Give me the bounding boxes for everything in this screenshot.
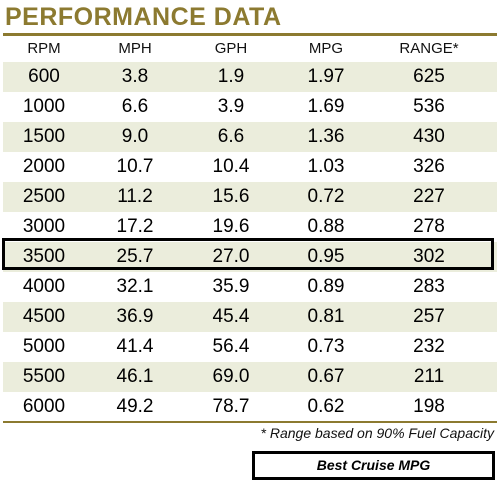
cell-mph: 46.1 bbox=[116, 366, 154, 387]
best-cruise-legend: Best Cruise MPG bbox=[252, 451, 495, 480]
cell-gph: 6.6 bbox=[217, 126, 245, 147]
table-header: RPM MPH GPH MPG RANGE* bbox=[3, 37, 497, 61]
table-row: 5000 41.4 56.4 0.73 232 bbox=[3, 332, 497, 362]
cell-range: 257 bbox=[413, 306, 445, 327]
cell-range: 211 bbox=[413, 366, 445, 387]
cell-mph: 25.7 bbox=[116, 246, 154, 267]
cell-range: 625 bbox=[413, 66, 445, 87]
cell-range: 430 bbox=[413, 126, 445, 147]
cell-rpm: 1500 bbox=[22, 126, 66, 147]
table-row: 3000 17.2 19.6 0.88 278 bbox=[3, 212, 497, 242]
header-mph: MPH bbox=[118, 40, 152, 57]
cell-gph: 56.4 bbox=[212, 336, 250, 357]
cell-gph: 15.6 bbox=[212, 186, 250, 207]
cell-mph: 11.2 bbox=[117, 186, 153, 207]
cell-range: 326 bbox=[413, 156, 445, 177]
cell-mpg: 1.03 bbox=[307, 156, 345, 177]
legend-label: Best Cruise MPG bbox=[316, 457, 431, 473]
table-row: 4000 32.1 35.9 0.89 283 bbox=[3, 272, 497, 302]
cell-range: 302 bbox=[413, 246, 445, 267]
cell-mph: 17.2 bbox=[116, 216, 154, 237]
cell-gph: 19.6 bbox=[212, 216, 250, 237]
cell-mpg: 0.62 bbox=[307, 396, 345, 417]
cell-rpm: 2000 bbox=[22, 156, 66, 177]
table-row: 6000 49.2 78.7 0.62 198 bbox=[3, 392, 497, 422]
cell-mph: 3.8 bbox=[121, 66, 149, 87]
table-bottom-rule bbox=[3, 421, 497, 423]
header-range: RANGE* bbox=[399, 40, 459, 57]
header-gph: GPH bbox=[214, 40, 248, 57]
cell-gph: 69.0 bbox=[212, 366, 250, 387]
cell-mph: 6.6 bbox=[121, 96, 149, 117]
cell-rpm: 1000 bbox=[22, 96, 66, 117]
table-row: 4500 36.9 45.4 0.81 257 bbox=[3, 302, 497, 332]
cell-rpm: 5000 bbox=[22, 336, 66, 357]
cell-rpm: 3500 bbox=[22, 246, 66, 267]
cell-range: 198 bbox=[413, 396, 445, 417]
cell-rpm: 4500 bbox=[22, 306, 66, 327]
cell-mph: 10.7 bbox=[116, 156, 154, 177]
cell-mph: 36.9 bbox=[116, 306, 154, 327]
header-mpg: MPG bbox=[308, 40, 344, 57]
range-footnote: * Range based on 90% Fuel Capacity bbox=[260, 425, 494, 441]
cell-mpg: 0.89 bbox=[307, 276, 345, 297]
cell-rpm: 6000 bbox=[22, 396, 66, 417]
cell-mpg: 0.81 bbox=[307, 306, 345, 327]
cell-rpm: 3000 bbox=[22, 216, 66, 237]
cell-rpm: 600 bbox=[28, 66, 60, 87]
cell-mpg: 0.72 bbox=[307, 186, 345, 207]
cell-mpg: 1.97 bbox=[307, 66, 345, 87]
table-row: 600 3.8 1.9 1.97 625 bbox=[3, 62, 497, 92]
cell-mph: 49.2 bbox=[116, 396, 154, 417]
cell-mpg: 0.73 bbox=[307, 336, 345, 357]
cell-mpg: 0.67 bbox=[307, 366, 345, 387]
table-row: 3500 25.7 27.0 0.95 302 bbox=[3, 242, 497, 272]
page-title: PERFORMANCE DATA bbox=[5, 3, 282, 31]
cell-range: 232 bbox=[413, 336, 445, 357]
cell-gph: 10.4 bbox=[212, 156, 250, 177]
header-rpm: RPM bbox=[27, 40, 61, 57]
cell-rpm: 5500 bbox=[22, 366, 66, 387]
cell-mpg: 0.95 bbox=[307, 246, 345, 267]
cell-range: 278 bbox=[413, 216, 445, 237]
table-row: 2000 10.7 10.4 1.03 326 bbox=[3, 152, 497, 182]
cell-gph: 78.7 bbox=[212, 396, 250, 417]
cell-range: 283 bbox=[413, 276, 445, 297]
cell-rpm: 4000 bbox=[22, 276, 66, 297]
cell-gph: 45.4 bbox=[212, 306, 250, 327]
cell-range: 536 bbox=[413, 96, 445, 117]
cell-rpm: 2500 bbox=[22, 186, 66, 207]
table-row: 2500 11.2 15.6 0.72 227 bbox=[3, 182, 497, 212]
cell-gph: 1.9 bbox=[217, 66, 245, 87]
cell-mph: 41.4 bbox=[116, 336, 154, 357]
cell-mph: 9.0 bbox=[121, 126, 149, 147]
title-underline bbox=[3, 33, 497, 36]
cell-gph: 35.9 bbox=[212, 276, 250, 297]
cell-mpg: 1.69 bbox=[307, 96, 345, 117]
cell-mph: 32.1 bbox=[116, 276, 154, 297]
cell-mpg: 0.88 bbox=[307, 216, 345, 237]
table-row: 5500 46.1 69.0 0.67 211 bbox=[3, 362, 497, 392]
table-row: 1000 6.6 3.9 1.69 536 bbox=[3, 92, 497, 122]
cell-range: 227 bbox=[413, 186, 445, 207]
cell-gph: 3.9 bbox=[217, 96, 245, 117]
cell-mpg: 1.36 bbox=[307, 126, 345, 147]
cell-gph: 27.0 bbox=[212, 246, 250, 267]
table-row: 1500 9.0 6.6 1.36 430 bbox=[3, 122, 497, 152]
